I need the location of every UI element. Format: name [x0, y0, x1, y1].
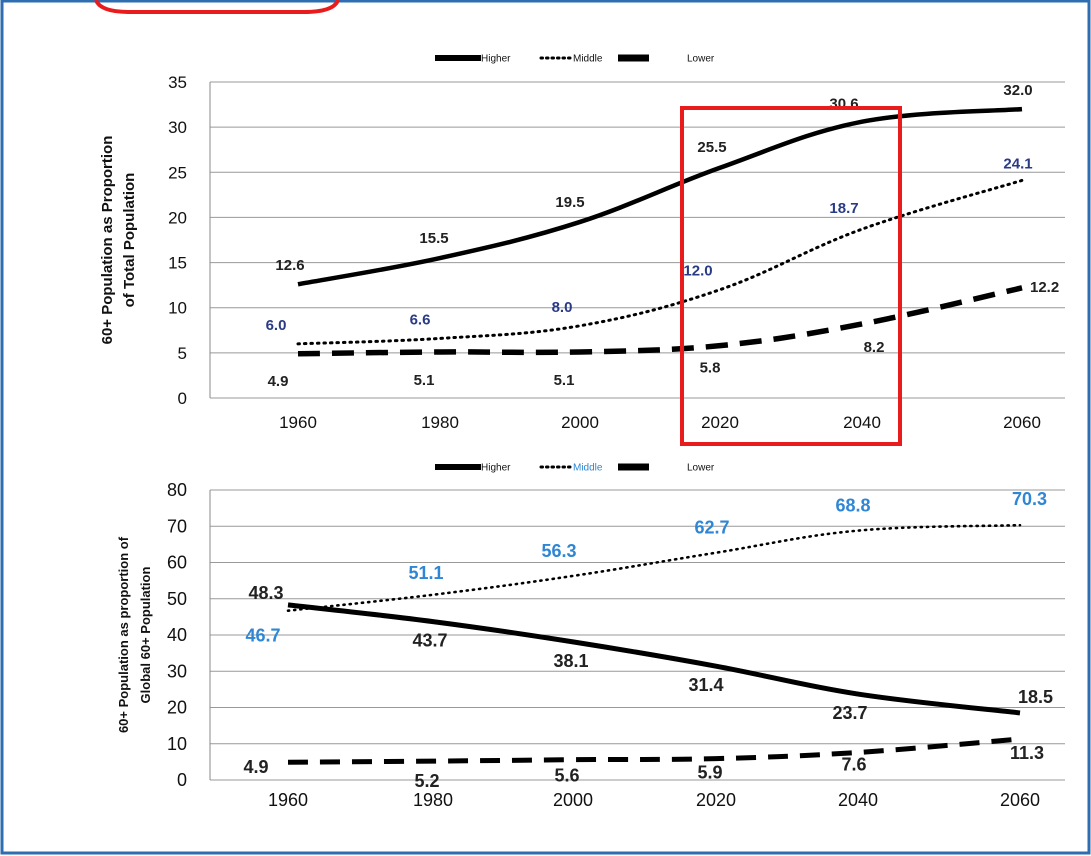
- data-label: 25.5: [697, 139, 726, 156]
- series-line-middle: [296, 178, 1024, 346]
- data-label: 43.7: [412, 631, 447, 651]
- legend: Higher Middle Lower: [435, 463, 715, 474]
- x-tick-label: 2040: [838, 790, 878, 810]
- data-label: 5.8: [700, 360, 721, 377]
- y-tick-label: 25: [168, 163, 187, 182]
- data-label: 8.0: [552, 299, 573, 316]
- legend-label: Lower: [687, 54, 715, 65]
- y-tick-label: 80: [167, 480, 187, 500]
- data-label: 30.6: [829, 96, 858, 113]
- x-tick-label: 2060: [1000, 790, 1040, 810]
- data-label: 5.9: [697, 763, 722, 783]
- data-label: 38.1: [553, 651, 588, 671]
- data-label: 15.5: [419, 230, 448, 247]
- data-label: 24.1: [1003, 155, 1032, 172]
- data-label: 56.3: [541, 541, 576, 561]
- legend-label: Middle: [573, 54, 603, 65]
- x-tick-label: 2020: [701, 413, 739, 432]
- data-label: 5.6: [554, 766, 579, 786]
- data-label: 6.0: [266, 317, 287, 334]
- x-tick-label: 2000: [561, 413, 599, 432]
- data-label: 48.3: [248, 583, 283, 603]
- data-label: 5.1: [414, 372, 435, 389]
- y-tick-label: 35: [168, 73, 187, 92]
- data-label: 12.6: [275, 257, 304, 274]
- data-label: 18.5: [1018, 687, 1053, 707]
- series-line-lower: [287, 736, 1021, 765]
- y-tick-label: 0: [178, 389, 187, 408]
- data-label: 4.9: [268, 373, 289, 390]
- x-tick-label: 2060: [1003, 413, 1041, 432]
- data-label: 8.2: [864, 339, 885, 356]
- data-label: 51.1: [408, 563, 443, 583]
- x-tick-label: 2040: [843, 413, 881, 432]
- data-label: 18.7: [829, 200, 858, 217]
- data-label: 23.7: [832, 703, 867, 723]
- y-tick-label: 40: [167, 625, 187, 645]
- y-axis-label: 60+ Population as proportion of: [116, 536, 131, 733]
- x-tick-label: 2000: [553, 790, 593, 810]
- red-annotation-arc: [94, 0, 340, 14]
- series-line-higher: [287, 602, 1021, 716]
- x-tick-label: 1980: [413, 790, 453, 810]
- y-tick-label: 20: [167, 698, 187, 718]
- data-label: 12.2: [1030, 279, 1059, 296]
- y-tick-label: 70: [167, 516, 187, 536]
- data-label: 4.9: [243, 757, 268, 777]
- legend-label: Lower: [687, 463, 715, 474]
- data-label: 62.7: [694, 518, 729, 538]
- data-label: 5.1: [554, 372, 575, 389]
- x-tick-label: 1960: [268, 790, 308, 810]
- data-label: 7.6: [841, 754, 866, 774]
- y-tick-label: 50: [167, 589, 187, 609]
- x-tick-label: 1980: [421, 413, 459, 432]
- highlight-box: [680, 106, 902, 446]
- data-label: 46.7: [245, 626, 280, 646]
- y-axis-label: Global 60+ Population: [138, 567, 153, 704]
- data-label: 31.4: [688, 675, 723, 695]
- data-label: 32.0: [1003, 82, 1032, 99]
- series-line-middle: [286, 523, 1022, 613]
- data-label: 11.3: [1010, 743, 1044, 763]
- y-axis-label: 60+ Population as Proportion: [99, 136, 116, 345]
- y-tick-label: 10: [167, 734, 187, 754]
- data-label: 19.5: [555, 194, 584, 211]
- y-tick-label: 0: [177, 770, 187, 790]
- y-tick-label: 30: [167, 661, 187, 681]
- data-label: 68.8: [835, 496, 870, 516]
- y-tick-label: 5: [178, 344, 187, 363]
- y-tick-label: 20: [168, 208, 187, 227]
- data-label: 12.0: [683, 263, 712, 280]
- y-tick-label: 10: [168, 299, 187, 318]
- data-label: 70.3: [1012, 489, 1047, 509]
- y-tick-label: 30: [168, 118, 187, 137]
- x-tick-label: 2020: [696, 790, 736, 810]
- legend: Higher Middle Lower: [435, 54, 715, 65]
- legend-label: Higher: [481, 54, 511, 65]
- y-axis-label: of Total Population: [121, 173, 138, 308]
- legend-label: Higher: [481, 463, 511, 474]
- x-tick-label: 1960: [279, 413, 317, 432]
- y-tick-label: 60: [167, 553, 187, 573]
- data-label: 5.2: [414, 771, 439, 791]
- y-tick-label: 15: [168, 254, 187, 273]
- chart-total-population: 0 5 10 15 20 25 30 35 1960 1980 2000 2020 2040 2060 60…: [99, 54, 1065, 446]
- series-line-lower: [297, 285, 1023, 357]
- data-label: 6.6: [410, 311, 431, 328]
- series-line-higher: [297, 106, 1023, 287]
- legend-label: Middle: [573, 463, 603, 474]
- chart-global-population: 0 10 20 30 40 50 60 70 80 1960 1980 2000 2020 2040 206…: [116, 463, 1065, 810]
